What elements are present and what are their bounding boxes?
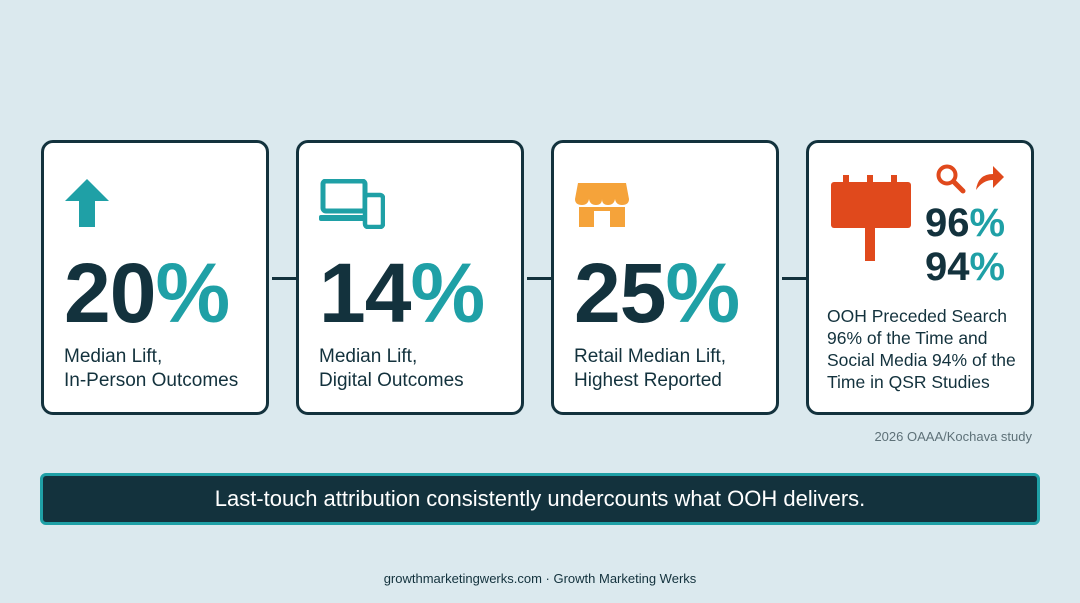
banner-text: Last-touch attribution consistently unde… (214, 486, 866, 511)
billboard-icon (829, 173, 913, 268)
stat-value: 25% (574, 246, 740, 340)
stat-search: 96% (925, 201, 1006, 245)
connector-line (527, 277, 553, 280)
takeaway-banner: Last-touch attribution consistently unde… (40, 473, 1040, 525)
stat-card-qsr: 96% 94% OOH Preceded Search 96% of the T… (806, 140, 1034, 415)
arrow-up-icon (62, 177, 112, 234)
stat-label: OOH Preceded Search 96% of the Time and … (827, 306, 1016, 392)
stat-label: Median Lift, Digital Outcomes (319, 346, 464, 391)
stat-label: Retail Median Lift, Highest Reported (574, 346, 727, 391)
connector-line (782, 277, 808, 280)
stat-value: 20% (64, 246, 230, 340)
footer-credit: growthmarketingwerks.com · Growth Market… (383, 571, 697, 586)
stat-value: 14% (319, 246, 485, 340)
source-note: 2026 OAAA/Kochava study (874, 429, 1032, 444)
stat-values-small: 96% 94% (925, 201, 1005, 289)
devices-icon (319, 178, 386, 234)
stat-card-in-person: 20% Median Lift, In-Person Outcomes (41, 140, 269, 415)
storefront-icon (574, 181, 630, 234)
stat-card-retail: 25% Retail Median Lift, Highest Reported (551, 140, 779, 415)
stat-card-digital: 14% Median Lift, Digital Outcomes (296, 140, 524, 415)
search-icon (935, 163, 967, 200)
connector-line (272, 277, 298, 280)
share-arrow-icon (973, 163, 1005, 198)
stat-social: 94% (925, 245, 1006, 289)
stat-label: Median Lift, In-Person Outcomes (64, 346, 239, 391)
